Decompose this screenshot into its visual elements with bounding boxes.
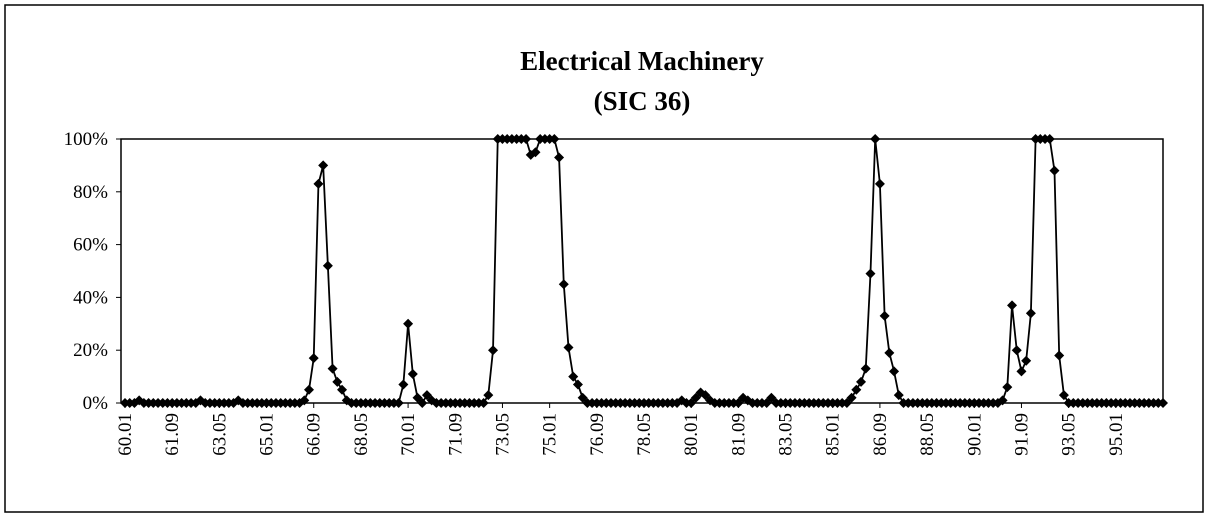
data-point [313, 178, 324, 189]
data-point [568, 371, 579, 382]
data-point [865, 268, 876, 279]
data-line [125, 138, 1163, 405]
data-point [393, 398, 404, 408]
x-tick-label: 93.05 [1059, 413, 1080, 456]
data-point [889, 366, 900, 377]
data-point [318, 160, 329, 171]
data-point [563, 342, 574, 353]
data-point [327, 363, 338, 374]
data-point [1016, 366, 1027, 377]
data-point [1002, 382, 1013, 393]
x-tick-label: 86.09 [870, 413, 891, 456]
data-point [879, 310, 890, 321]
x-tick-label: 91.09 [1011, 413, 1032, 456]
x-tick-label: 65.01 [257, 413, 278, 456]
y-tick-label: 100% [64, 129, 109, 150]
data-point [558, 279, 569, 290]
data-point [478, 398, 489, 408]
x-tick-label: 85.01 [823, 413, 844, 456]
y-tick-label: 60% [73, 235, 108, 256]
data-point [407, 368, 418, 379]
data-point [1049, 165, 1060, 176]
data-point [488, 345, 499, 356]
data-point [856, 376, 867, 387]
data-point [530, 147, 541, 158]
data-point [997, 395, 1008, 406]
x-tick-label: 78.05 [634, 413, 655, 456]
data-point [1044, 134, 1055, 144]
x-tick-label: 63.05 [209, 413, 230, 456]
x-tick-label: 80.01 [681, 413, 702, 456]
x-tick-label: 81.09 [728, 413, 749, 456]
y-tick-label: 20% [73, 340, 108, 361]
data-point [403, 318, 414, 329]
x-tick-label: 95.01 [1106, 413, 1127, 456]
data-point [417, 398, 428, 408]
data-point [304, 384, 315, 395]
data-point [874, 178, 885, 189]
data-point [337, 384, 348, 395]
data-point [860, 363, 871, 374]
data-point [521, 134, 532, 144]
x-tick-label: 61.09 [162, 413, 183, 456]
data-point [1058, 390, 1069, 401]
x-tick-label: 90.01 [964, 413, 985, 456]
x-tick-label: 76.09 [587, 413, 608, 456]
data-point [1011, 345, 1022, 356]
data-point [1021, 355, 1032, 366]
x-tick-label: 71.09 [445, 413, 466, 456]
plot-area [120, 138, 1164, 404]
chart-frame [4, 4, 1204, 513]
x-tick-label: 66.09 [304, 413, 325, 456]
x-tick-label: 75.01 [540, 413, 561, 456]
data-point [554, 152, 565, 163]
y-tick-label: 40% [73, 287, 108, 308]
data-point [1054, 350, 1065, 361]
x-tick-label: 68.05 [351, 413, 372, 456]
data-point [884, 347, 895, 358]
data-point [846, 392, 857, 403]
chart-title: Electrical Machinery [520, 46, 764, 76]
y-tick-label: 0% [83, 393, 109, 414]
data-point [398, 379, 409, 390]
data-point [322, 260, 333, 271]
data-point [572, 379, 583, 390]
data-point [299, 395, 310, 406]
data-point [332, 376, 343, 387]
data-point [1158, 398, 1168, 408]
data-point [893, 390, 904, 401]
data-point [483, 390, 494, 401]
chart-subtitle: (SIC 36) [594, 86, 691, 116]
x-tick-label: 73.05 [492, 413, 513, 456]
data-point [870, 134, 881, 144]
x-tick-label: 70.01 [398, 413, 419, 456]
x-tick-label: 88.05 [917, 413, 938, 456]
data-point [1025, 308, 1036, 319]
y-tick-label: 80% [73, 182, 108, 203]
x-tick-label: 83.05 [776, 413, 797, 456]
data-point [549, 134, 560, 144]
x-tick-label: 60.01 [115, 413, 136, 456]
data-point [851, 384, 862, 395]
data-point [1007, 300, 1018, 311]
data-point [308, 353, 319, 364]
